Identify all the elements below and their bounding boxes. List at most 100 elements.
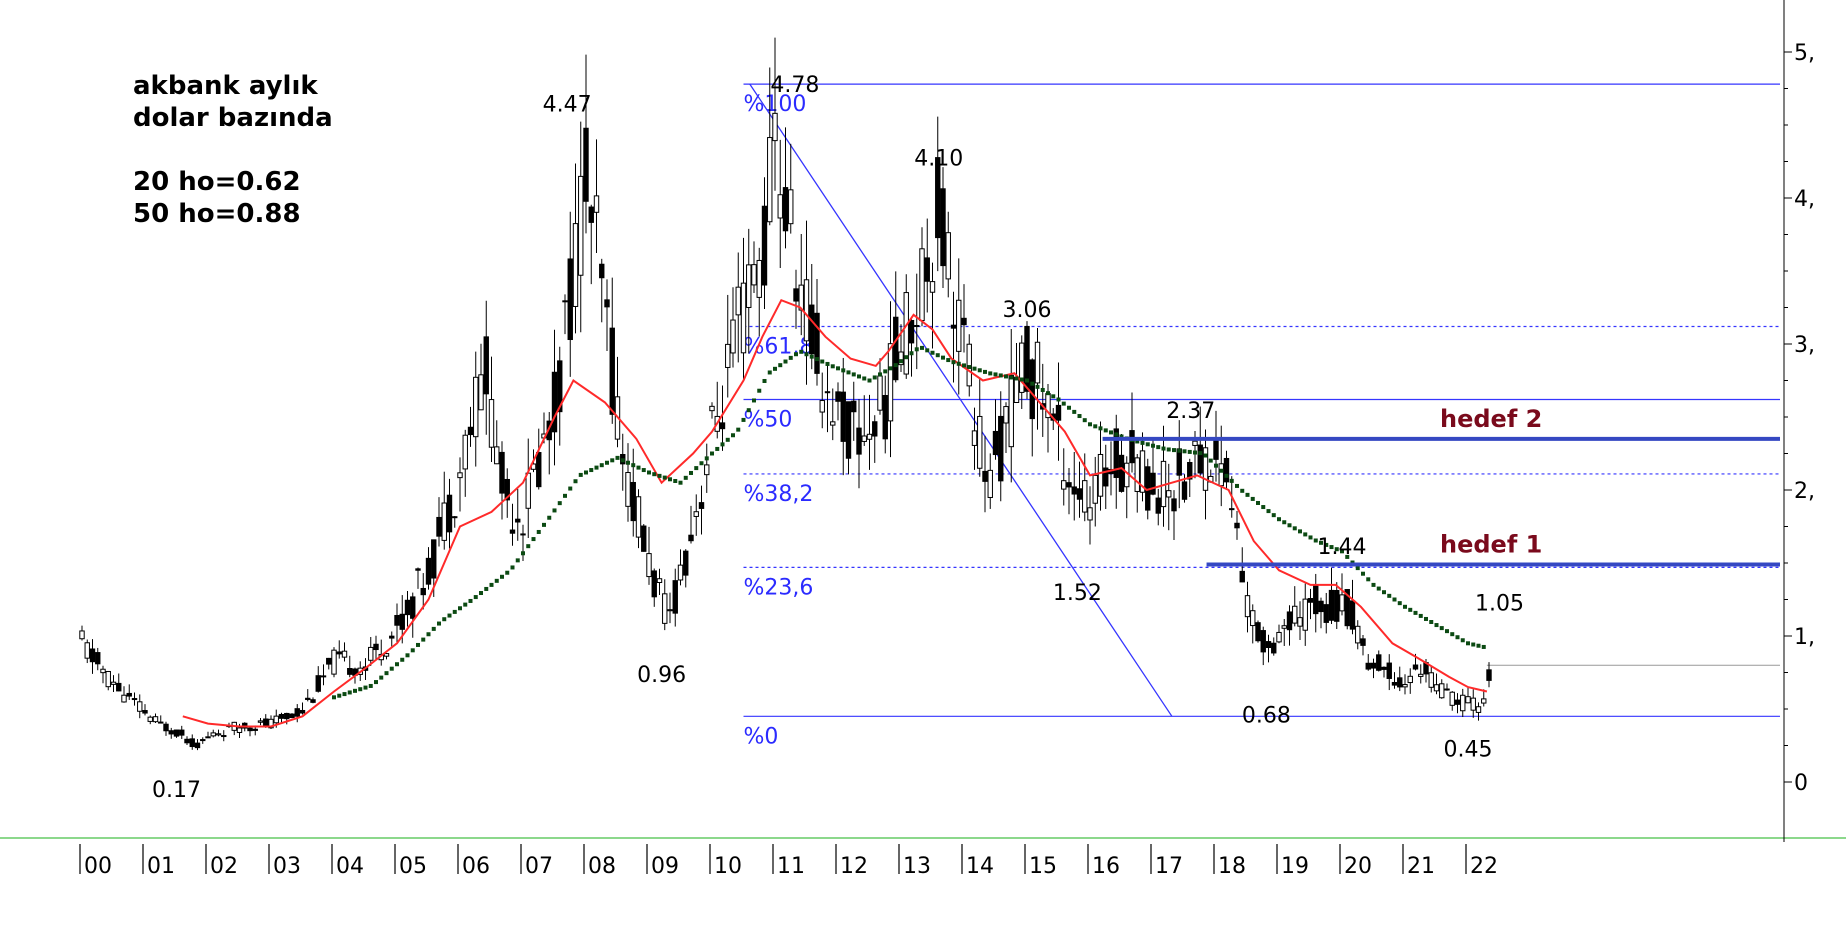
sma50-dot [1429, 620, 1434, 625]
candle-up [830, 421, 836, 426]
sma50-dot [1345, 554, 1350, 559]
sma50-dot [1151, 443, 1155, 448]
candle-up [452, 516, 458, 519]
sma50-dot [1172, 448, 1176, 453]
candle-down [1386, 662, 1392, 679]
candle-up [1061, 480, 1067, 490]
sma50-dot [925, 348, 930, 353]
candle-up [740, 282, 747, 354]
x-tick-label: 00 [84, 854, 112, 879]
candle-up [1339, 594, 1345, 612]
sma50-dot [400, 657, 405, 662]
sma50-dot [1450, 632, 1455, 637]
sma50-dot [578, 472, 583, 477]
candle-down [935, 157, 941, 239]
candle-down [483, 336, 489, 395]
candle-up [898, 351, 904, 366]
candle-up [1465, 696, 1471, 704]
candle-up [215, 733, 222, 736]
sma50-dot [825, 361, 830, 366]
sma50-dot [1109, 430, 1113, 435]
candle-down [809, 304, 815, 355]
sma50-dot [620, 458, 625, 463]
candle-up [1481, 698, 1487, 704]
sma50-dot [1166, 447, 1171, 452]
sma50-dot [573, 479, 578, 484]
candle-down [1129, 430, 1135, 464]
sma50-dot [389, 666, 394, 671]
sma50-dot [977, 368, 982, 373]
sma50-dot [773, 366, 777, 371]
x-tick-label: 04 [336, 854, 364, 879]
candle-up [887, 343, 894, 422]
candle-down [882, 394, 888, 440]
candle-up [1449, 691, 1455, 706]
candle-up [735, 286, 741, 316]
candle-up [1418, 673, 1424, 677]
sma50-dot [1025, 378, 1029, 383]
candle-down [1118, 454, 1125, 492]
candle-down [189, 738, 195, 748]
x-tick-label: 02 [210, 854, 238, 879]
sma50-dot [636, 465, 641, 470]
sma50-dot [594, 465, 599, 470]
sma50-dot [1198, 451, 1203, 456]
sma50-dot [725, 437, 730, 442]
sma50-dot [452, 609, 457, 614]
candle-down [299, 709, 306, 714]
sma50-dot [1287, 523, 1292, 528]
candle-up [709, 405, 715, 412]
sma50-dot [557, 501, 562, 506]
candle-down [1360, 638, 1366, 646]
sma50-dot [983, 369, 987, 374]
x-tick-label: 20 [1344, 854, 1372, 879]
candle-down [515, 518, 521, 523]
downtrend-line [749, 83, 1173, 717]
sma50-dot [652, 472, 657, 477]
sma50-dot [1145, 442, 1150, 447]
sma50-dot [447, 613, 452, 618]
candle-up [341, 650, 348, 658]
sma50-dot [899, 359, 903, 364]
candle-up [1402, 684, 1408, 688]
candle-up [1302, 598, 1308, 631]
candle-down [1171, 498, 1177, 512]
candle-down [641, 525, 647, 552]
x-tick-label: 17 [1155, 854, 1183, 879]
candle-down [168, 730, 174, 735]
candle-down [588, 206, 594, 223]
candle-down [436, 516, 442, 537]
price-label: 1.52 [1053, 581, 1102, 606]
candle-up [1097, 453, 1104, 497]
x-tick-label: 12 [840, 854, 868, 879]
sma50-dot [1156, 445, 1161, 450]
candle-down [1150, 472, 1156, 495]
sma50-dot [1140, 440, 1145, 445]
sma50-dot [1408, 607, 1413, 612]
candle-down [1234, 522, 1240, 529]
candle-up [79, 630, 85, 640]
candle-down [389, 635, 395, 639]
sma50-dot [599, 463, 604, 468]
candle-up [383, 653, 390, 657]
sma50-dot [1256, 500, 1260, 505]
candle-up [462, 434, 468, 470]
candle-up [625, 472, 631, 507]
sma50-dot [1030, 381, 1035, 386]
sma50-dot [846, 370, 851, 375]
price-label: 2.37 [1166, 399, 1215, 424]
sma50-dot [715, 446, 720, 451]
y-tick-label: 5, [1794, 41, 1815, 66]
candle-down [940, 188, 946, 267]
candle-down [609, 327, 615, 415]
candle-up [956, 299, 962, 352]
sma50-dot [820, 359, 825, 364]
sma50-dot [1455, 635, 1460, 640]
sma20-line [182, 298, 1488, 728]
candle-down [1265, 641, 1272, 649]
sma50-dot [741, 417, 746, 422]
candle-up [1087, 507, 1093, 521]
candle-down [431, 539, 437, 579]
candle-up [331, 649, 337, 675]
sma50-dot [542, 522, 546, 527]
